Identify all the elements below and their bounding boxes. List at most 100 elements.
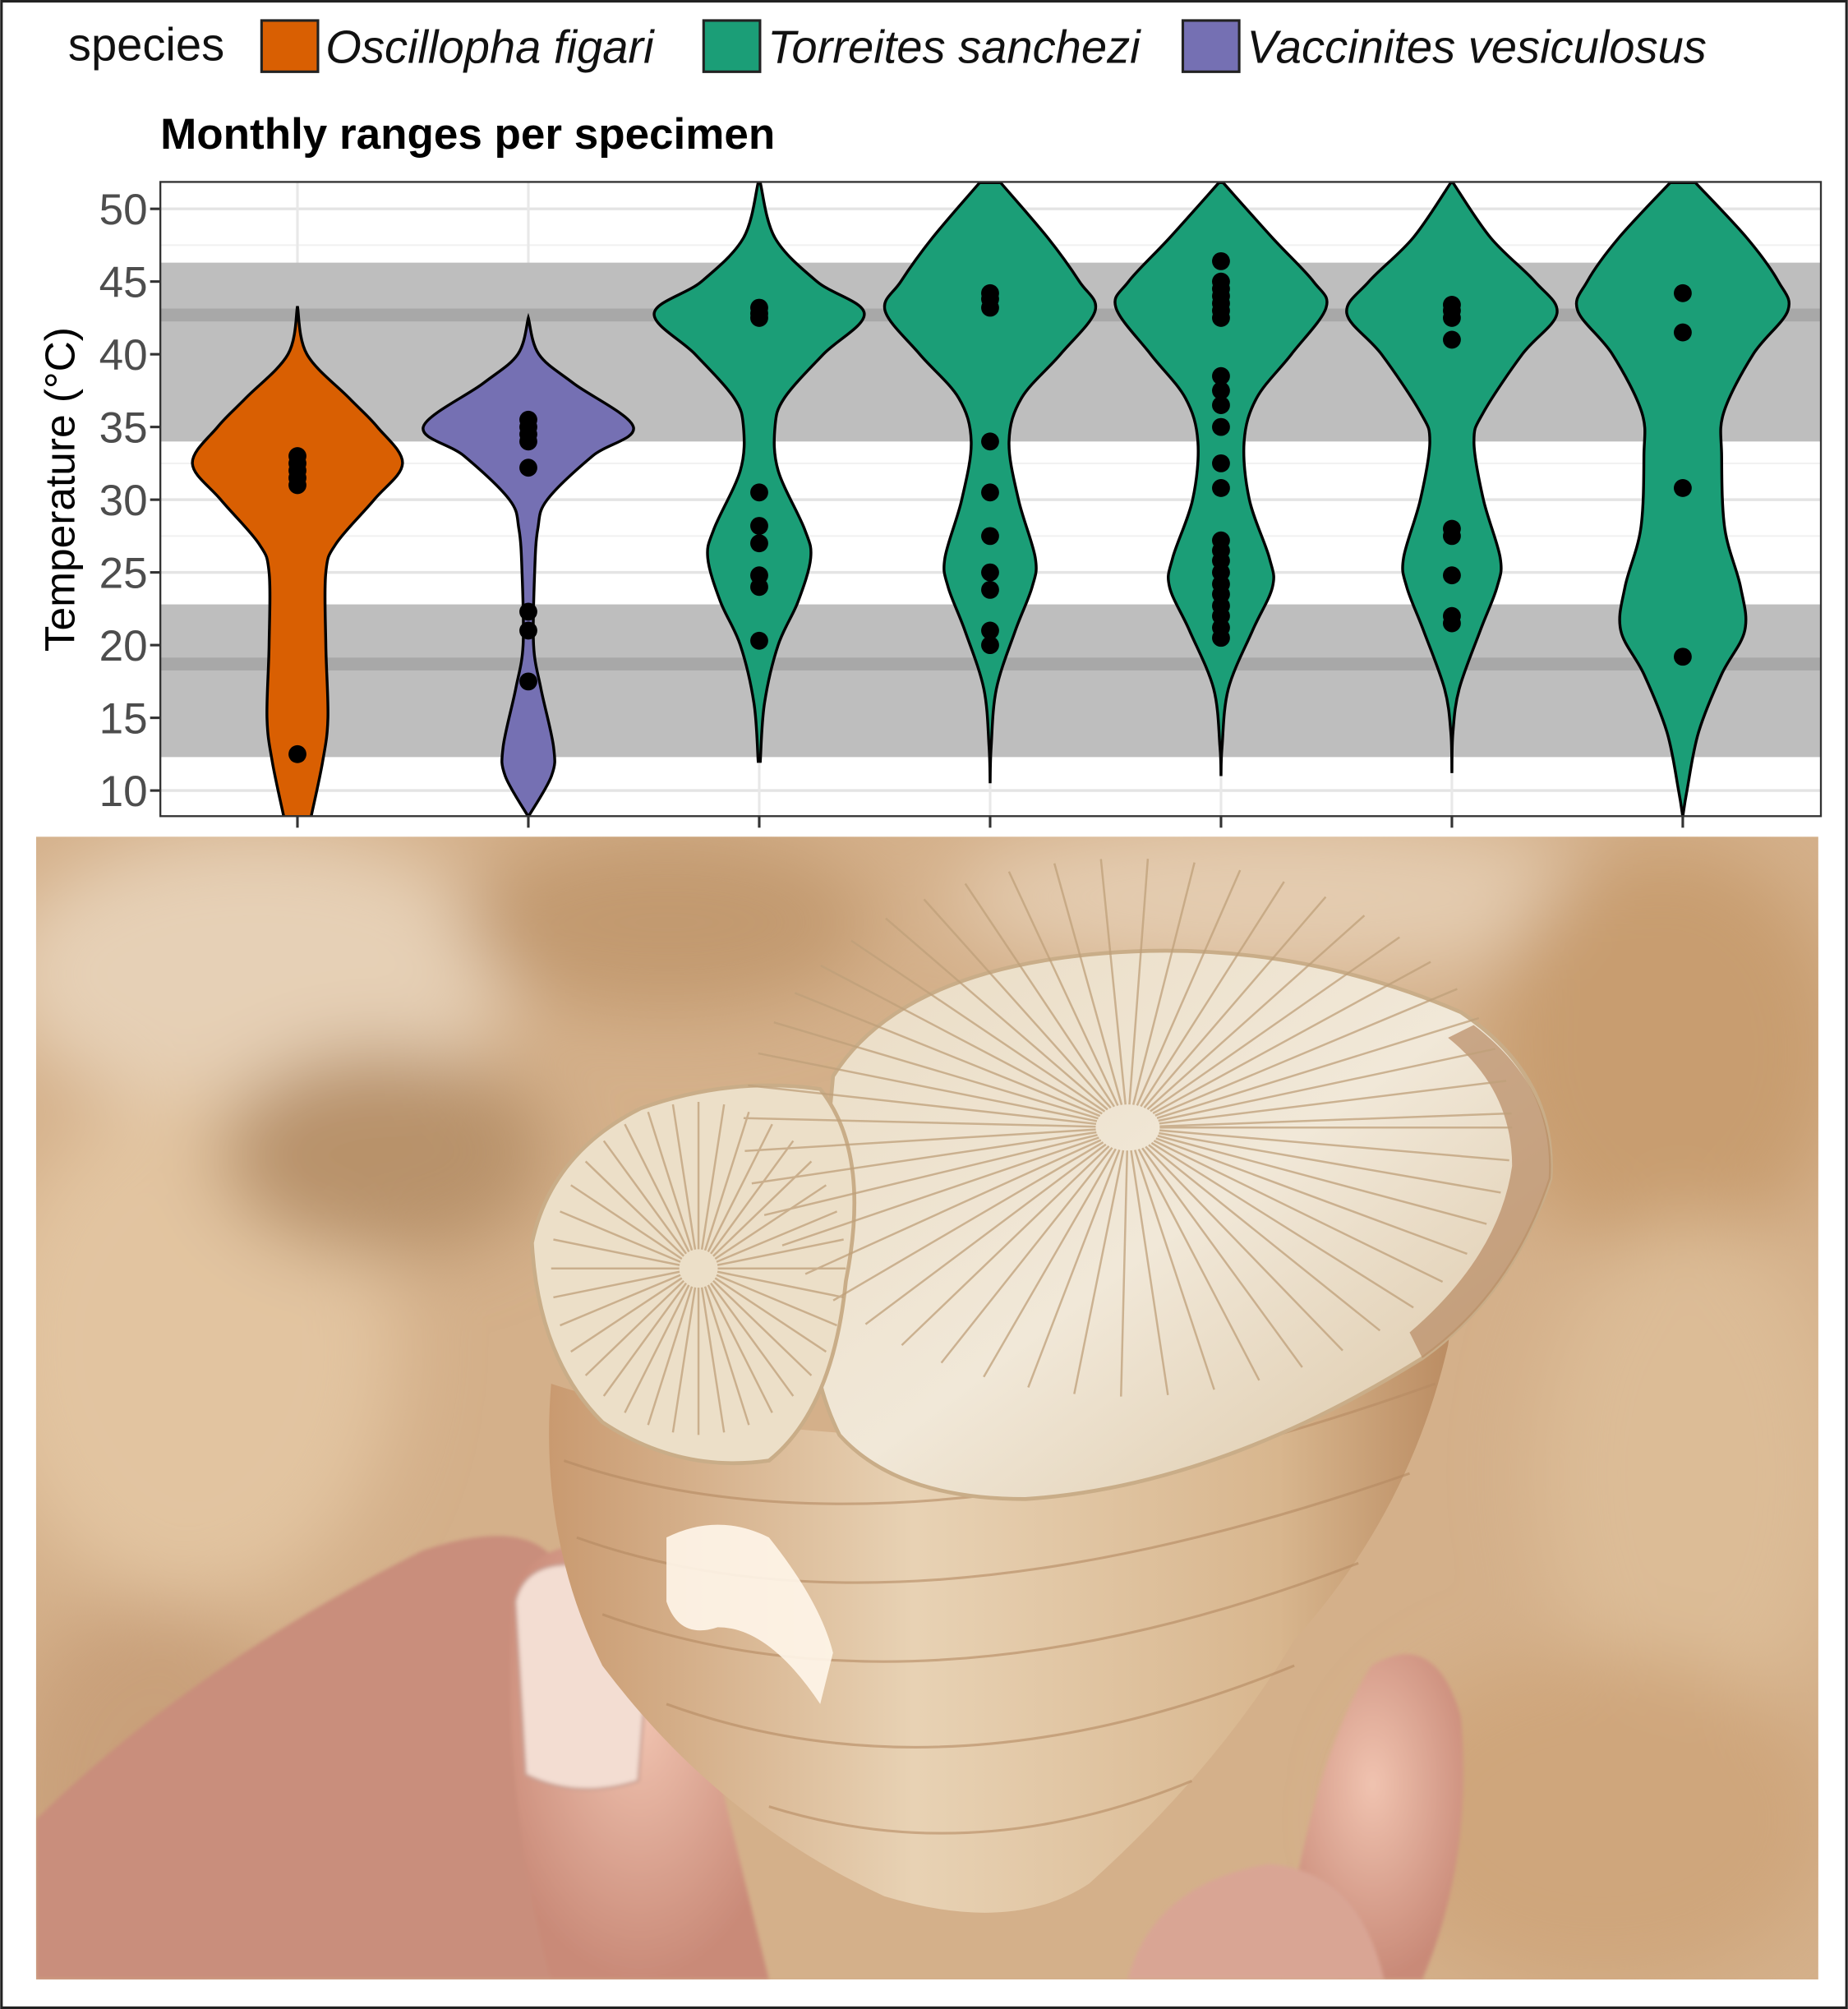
data-point (519, 602, 537, 621)
legend-swatch (702, 19, 762, 73)
data-point (519, 458, 537, 477)
shell-rib (1007, 871, 1119, 1107)
legend-label: Vaccinites vesiculosus (1247, 21, 1706, 72)
data-point (519, 672, 537, 691)
shell-rib (758, 1052, 1098, 1122)
shell-rib (700, 1287, 726, 1433)
shell-rib (707, 1284, 773, 1413)
shell-rib (885, 917, 1108, 1111)
shell-rib (1150, 1141, 1414, 1309)
data-point (1674, 283, 1692, 302)
data-point (519, 621, 537, 640)
shell-rib (560, 1274, 681, 1327)
shell-rib (1120, 1150, 1128, 1397)
shell-rib (983, 1148, 1117, 1378)
data-point (1212, 381, 1230, 400)
violin-shape (422, 312, 635, 817)
violin-specimen-2 (422, 312, 635, 817)
shell-rib (923, 898, 1112, 1109)
data-point (1443, 527, 1461, 546)
data-point (981, 527, 999, 546)
legend-swatch (1181, 19, 1241, 73)
shell-rib (1131, 862, 1196, 1105)
y-tick-label: 35 (99, 403, 148, 452)
shell-rib (712, 1160, 813, 1257)
shell-rib (1027, 1149, 1121, 1388)
y-tick-label: 30 (99, 477, 148, 525)
data-point (519, 432, 537, 451)
violin-shape (883, 182, 1098, 784)
shell-rib (700, 1104, 726, 1250)
shell-rib (560, 1210, 681, 1263)
y-tick-label: 15 (99, 694, 148, 743)
shell-rib (570, 1184, 683, 1260)
shell-rib (624, 1284, 690, 1413)
data-point (1674, 647, 1692, 666)
data-point (750, 517, 768, 535)
shell-rib (570, 1277, 683, 1353)
shell-rib (781, 1136, 1099, 1246)
shell-rib (748, 1084, 1097, 1126)
data-point (1443, 308, 1461, 327)
shell-rib (712, 1279, 813, 1376)
shell-rib (864, 1143, 1107, 1325)
shell-rib (1140, 881, 1285, 1108)
y-tick-label: 10 (99, 767, 148, 816)
shell-rib (901, 1145, 1110, 1347)
shell-rib (751, 1131, 1097, 1185)
data-point (1212, 308, 1230, 327)
shell-rib (553, 1238, 680, 1266)
data-point (981, 298, 999, 317)
shell-rib (703, 1111, 750, 1251)
data-point (981, 621, 999, 640)
y-tick-label: 50 (99, 186, 148, 234)
shell-rib (1156, 1016, 1480, 1119)
data-point (1674, 479, 1692, 497)
violin-shape (652, 182, 866, 763)
shell-rib (1130, 1150, 1169, 1396)
shell-rib (773, 1021, 1099, 1120)
data-point (750, 483, 768, 502)
y-tick-label: 40 (99, 331, 148, 380)
legend: species Oscillopha figari Torreites sanch… (68, 18, 1707, 73)
shell-rib (1159, 1080, 1507, 1125)
shell-rib (710, 1282, 795, 1397)
shell-rib (794, 992, 1101, 1117)
shell-rib (584, 1279, 685, 1376)
data-point (288, 476, 306, 495)
shell-rib (602, 1282, 688, 1397)
shell-rib (1154, 988, 1458, 1117)
violin-shape (191, 306, 404, 817)
shell-rib (1150, 936, 1400, 1113)
legend-title: species (68, 18, 224, 70)
data-point (750, 308, 768, 327)
shell-rib (717, 1238, 844, 1266)
shell-rib (820, 965, 1103, 1115)
data-point (1212, 479, 1230, 497)
shell-rib (1159, 1112, 1512, 1127)
data-point (1443, 614, 1461, 633)
violin-specimen-1 (191, 306, 404, 817)
data-point (288, 744, 306, 763)
shell-rib (743, 1117, 1096, 1128)
violin-specimen-7 (1574, 182, 1791, 817)
violin-shape (1574, 182, 1791, 817)
data-point (1212, 629, 1230, 647)
chart-title: Monthly ranges per specimen (160, 110, 775, 159)
violin-shape (1345, 182, 1559, 773)
data-point (981, 483, 999, 502)
data-point (981, 636, 999, 655)
plot-panel: 10 15 20 25 30 35 40 45 50 (99, 181, 1823, 828)
data-point (1674, 323, 1692, 342)
shell-rib (553, 1270, 680, 1299)
shell-rib (717, 1270, 844, 1299)
data-point (1212, 417, 1230, 436)
data-point (981, 580, 999, 599)
shell-rib (1134, 1150, 1215, 1390)
shell-rib (1073, 1150, 1125, 1394)
violin-specimen-6 (1345, 182, 1559, 773)
shell-rib (1155, 1137, 1468, 1256)
data-point (1212, 454, 1230, 472)
violin-specimen-4 (883, 182, 1098, 784)
fossil-photo (35, 836, 1818, 1980)
